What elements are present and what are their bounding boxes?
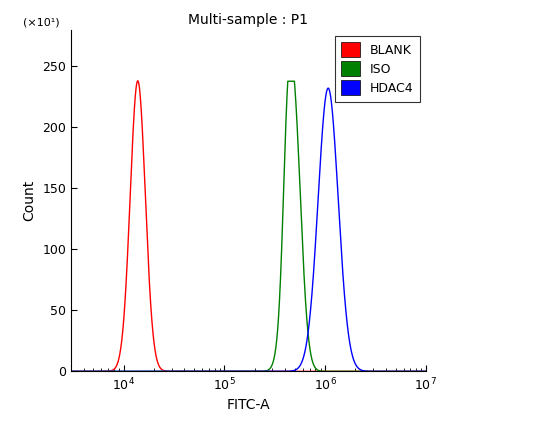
Legend: BLANK, ISO, HDAC4: BLANK, ISO, HDAC4 [335,36,420,102]
Y-axis label: Count: Count [23,180,37,221]
Title: Multi-sample : P1: Multi-sample : P1 [188,13,308,27]
Text: (×10¹): (×10¹) [22,18,59,28]
X-axis label: FITC-A: FITC-A [227,398,270,412]
